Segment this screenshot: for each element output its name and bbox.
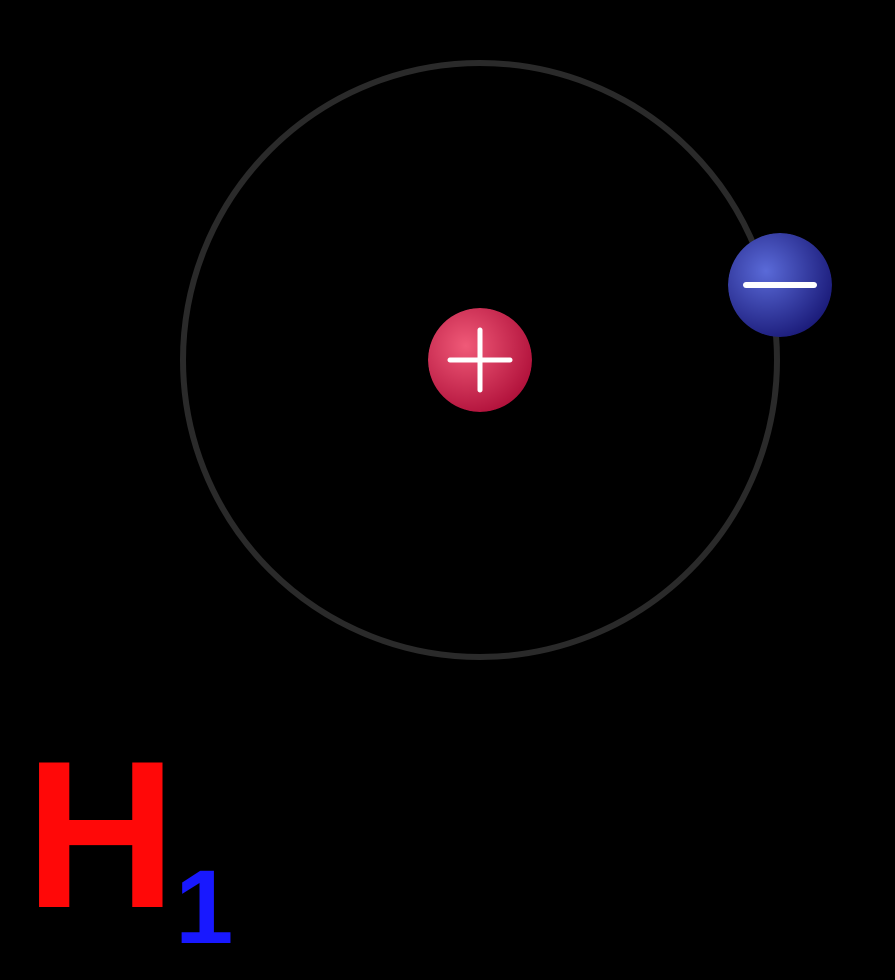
minus-icon xyxy=(740,245,820,325)
atom-diagram: H 1 xyxy=(0,0,895,980)
plus-icon xyxy=(445,325,515,395)
element-symbol: H xyxy=(25,730,177,940)
atomic-number: 1 xyxy=(175,855,233,960)
